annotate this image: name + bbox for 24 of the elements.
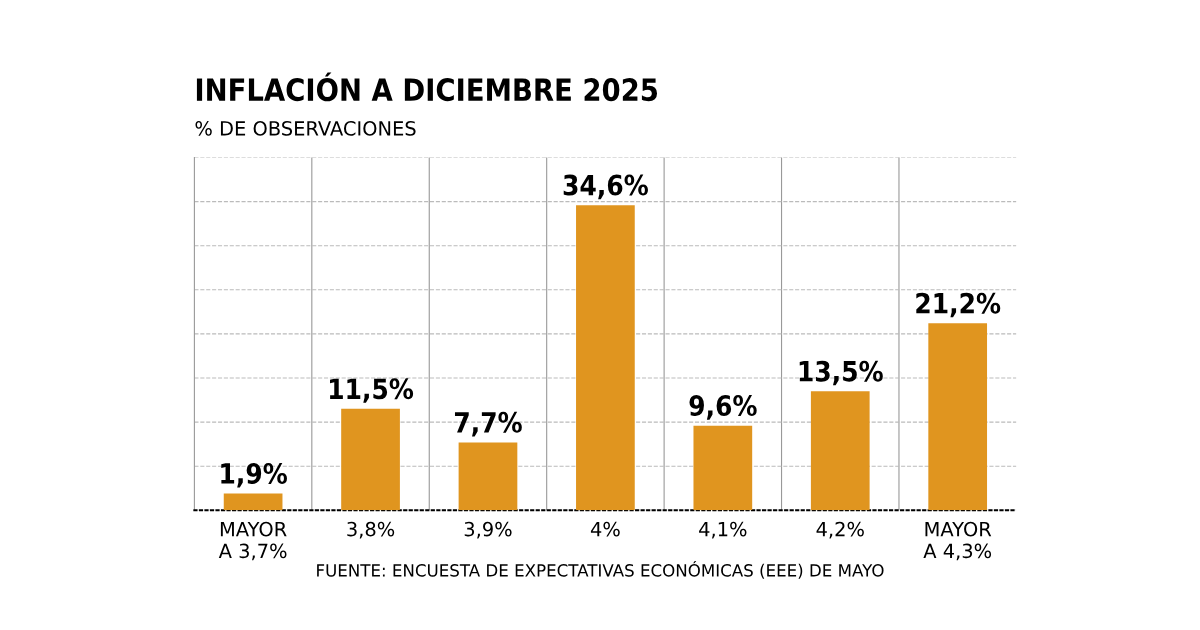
data-label: 21,2% — [916, 292, 1001, 318]
source-note: FUENTE: ENCUESTA DE EXPECTATIVAS ECONÓMICAS (EEE) DE MAYO — [317, 561, 884, 579]
chart-title: INFLACIÓN A DICIEMBRE 2025 — [196, 72, 658, 102]
bar — [693, 425, 753, 511]
bar — [223, 493, 283, 511]
data-label: 34,6% — [563, 174, 648, 200]
bar — [458, 442, 518, 511]
data-label: 1,9% — [221, 462, 287, 488]
x-tick-label: 4% — [590, 521, 620, 537]
bar — [576, 205, 635, 511]
bar — [341, 408, 400, 511]
x-tick-label: MAYOR A 4,3% — [923, 521, 992, 561]
data-label: 11,5% — [330, 378, 414, 403]
x-tick-label: MAYOR A 3,7% — [218, 521, 287, 561]
data-label: 13,5% — [799, 360, 883, 386]
bar — [810, 391, 870, 511]
data-label: 7,7% — [454, 411, 522, 437]
data-label: 9,6% — [689, 395, 757, 420]
bar — [928, 323, 988, 511]
x-tick-label: 4,2% — [816, 521, 864, 539]
x-tick-label: 3,9% — [464, 521, 512, 539]
x-tick-label: 4,1% — [699, 521, 747, 539]
chart-subtitle: % DE OBSERVACIONES — [195, 121, 416, 136]
x-tick-label: 3,8% — [347, 521, 395, 539]
